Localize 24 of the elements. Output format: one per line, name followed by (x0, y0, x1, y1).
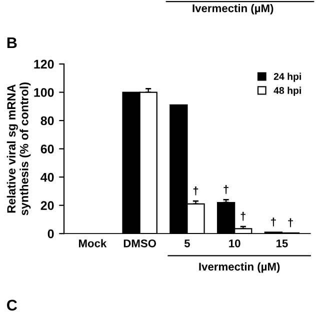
y-tick-label: 40 (40, 172, 54, 182)
text: B (7, 38, 17, 48)
y-axis-title: Relative viral sg mRNA synthesis (% of control) (6, 82, 31, 216)
annotation: † (240, 212, 246, 221)
text: C (7, 300, 18, 311)
y-tick-label: 0 (48, 229, 54, 238)
x-tick-label: Mock (78, 239, 107, 248)
x-tick-label: 15 (276, 240, 288, 248)
y-tick-label: 20 (40, 201, 54, 210)
y-tick-label: 80 (40, 116, 54, 126)
annotation: † (271, 218, 276, 226)
x-tick-label: 5 (184, 240, 190, 248)
annotation: † (193, 186, 198, 196)
legend-label: 24 hpi (274, 72, 301, 82)
annotation: † (224, 185, 228, 194)
legend-label: 48 hpi (274, 86, 301, 96)
x-axis-title: Ivermectin (µM) (199, 262, 280, 273)
text: Ivermectin (µM) (192, 4, 274, 14)
x-tick-label: DMSO (124, 239, 156, 248)
annotation: † (288, 218, 293, 228)
y-tick-label: 60 (40, 144, 54, 154)
x-tick-label: 10 (229, 239, 240, 248)
y-tick-label: 120 (34, 60, 54, 69)
y-tick-label: 100 (34, 88, 54, 97)
